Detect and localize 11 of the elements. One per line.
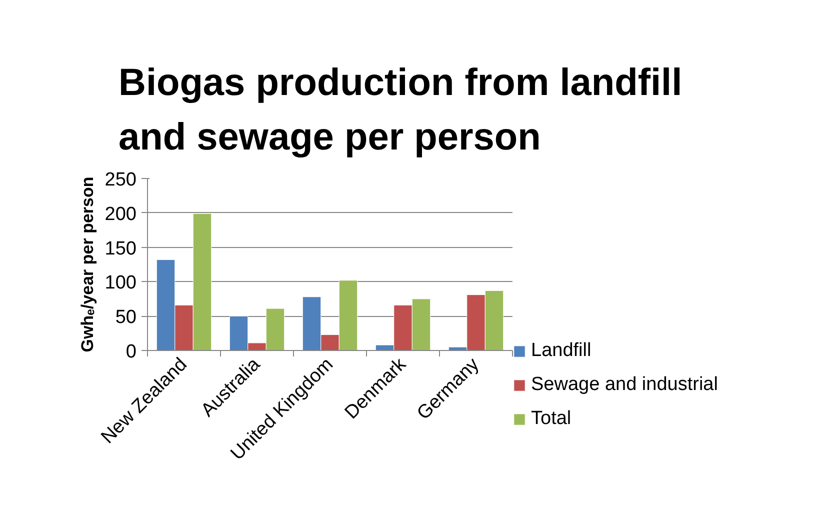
y-tick-label: 0 (126, 342, 137, 362)
chart-title: Biogas production from landfill and sewage per person (118, 62, 682, 158)
y-tick-label: 250 (104, 170, 136, 190)
y-tick-label: 200 (104, 204, 136, 225)
y-tick-label: 150 (104, 238, 136, 260)
y-axis-title: Gwhₑ/year per person (78, 176, 97, 352)
y-tick-label: 50 (115, 307, 137, 328)
legend-label: Landfill (531, 340, 592, 362)
legend-label: Sewage and industrial (531, 374, 718, 396)
legend-label: Total (531, 408, 572, 430)
y-tick-label: 100 (104, 272, 136, 294)
